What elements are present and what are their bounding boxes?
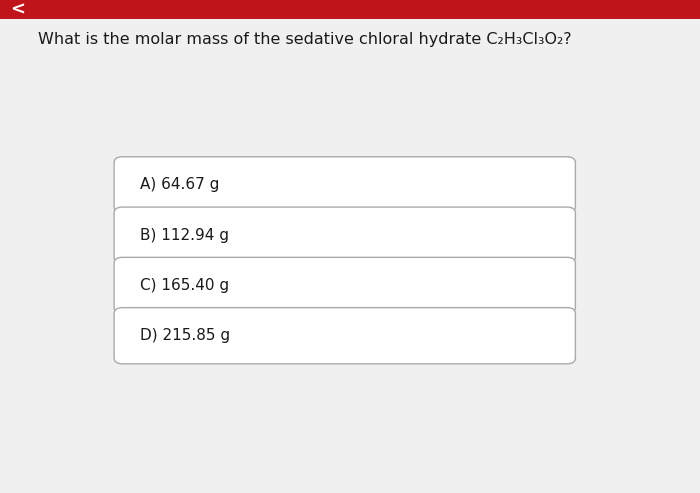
Text: D) 215.85 g: D) 215.85 g [140,328,230,343]
Text: <: < [10,0,25,18]
FancyBboxPatch shape [114,207,575,263]
FancyBboxPatch shape [114,308,575,364]
Text: C) 165.40 g: C) 165.40 g [140,278,229,293]
FancyBboxPatch shape [114,157,575,213]
FancyBboxPatch shape [0,0,700,19]
FancyBboxPatch shape [114,257,575,314]
Text: What is the molar mass of the sedative chloral hydrate C₂H₃Cl₃O₂?: What is the molar mass of the sedative c… [38,32,572,47]
Text: B) 112.94 g: B) 112.94 g [140,228,229,243]
Text: A) 64.67 g: A) 64.67 g [140,177,219,192]
